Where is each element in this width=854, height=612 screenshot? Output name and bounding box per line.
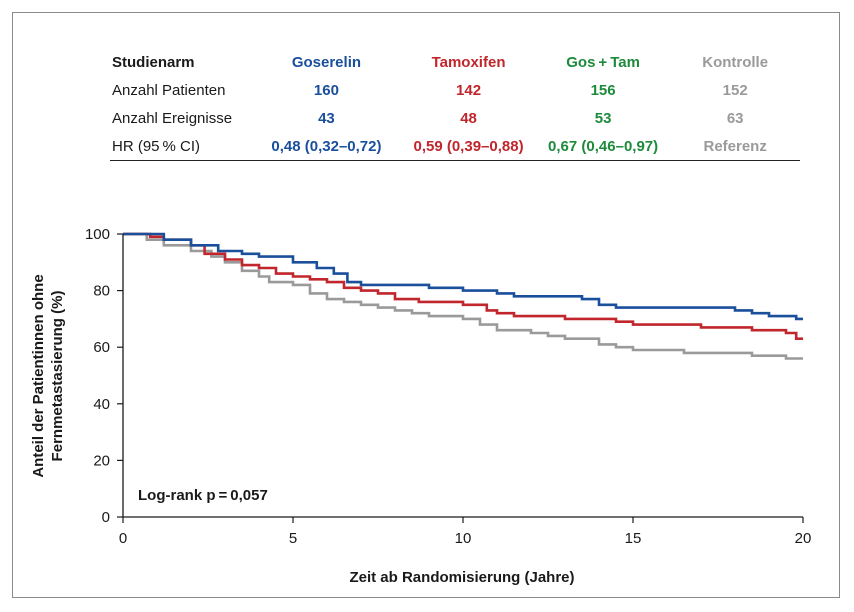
- y-axis-label-line2: Fernmetastasierung (%): [49, 291, 66, 462]
- y-axis-label-line1: Anteil der Patientinnen ohne: [30, 274, 47, 477]
- series-line-goserelin: [123, 232, 803, 321]
- table-cell: 48: [460, 109, 477, 127]
- table-cell: 43: [318, 109, 335, 127]
- x-tick-label: 10: [455, 530, 472, 547]
- figure-frame: [12, 12, 840, 598]
- row-label: HR (95 % CI): [110, 132, 252, 161]
- x-tick-label: 0: [119, 530, 127, 547]
- header-gos-tam: Gos + Tam: [566, 53, 640, 71]
- table-cell: 156: [590, 81, 616, 99]
- series-line-kontrolle: [123, 232, 803, 360]
- header-kontrolle: Kontrolle: [702, 53, 769, 71]
- x-axis-label: Zeit ab Randomisierung (Jahre): [349, 569, 574, 586]
- row-label: Anzahl Ereignisse: [112, 109, 233, 127]
- y-tick-label: 40: [93, 396, 110, 413]
- table-cell: 0,48 (0,32–0,72): [251, 132, 402, 161]
- header-studienarm: Studienarm: [112, 53, 195, 71]
- table-row: Anzahl Ereignisse 43 48 53 63: [110, 104, 800, 132]
- tick-layer: 0 5 10 15 20 0 20 40 60 80 100: [85, 226, 811, 547]
- log-rank-annotation: Log-rank p = 0,057: [138, 487, 268, 504]
- y-tick-label: 80: [93, 283, 110, 300]
- y-tick-label: 0: [102, 509, 110, 526]
- table-row: Anzahl Patienten 160 142 156 152: [110, 76, 800, 104]
- y-tick-label: 60: [93, 339, 110, 356]
- row-label: Anzahl Patienten: [112, 81, 226, 99]
- table-cell: Referenz: [670, 132, 800, 161]
- header-tamoxifen: Tamoxifen: [431, 53, 506, 71]
- table-cell: 152: [722, 81, 748, 99]
- table-cell: 142: [456, 81, 482, 99]
- table-cell: 0,67 (0,46–0,97): [535, 132, 671, 161]
- table-cell: 63: [726, 109, 744, 127]
- series-line-tamoxifen: [123, 232, 803, 340]
- y-tick-label: 20: [93, 452, 110, 469]
- study-arm-table: Studienarm Goserelin Tamoxifen Gos + Tam…: [110, 48, 800, 161]
- table-row: HR (95 % CI) 0,48 (0,32–0,72) 0,59 (0,39…: [110, 132, 800, 161]
- y-tick-label: 100: [85, 226, 110, 243]
- table-cell: 53: [594, 109, 612, 127]
- x-tick-label: 20: [795, 530, 812, 547]
- x-tick-label: 5: [289, 530, 297, 547]
- table-cell: 0,59 (0,39–0,88): [401, 132, 536, 161]
- table-cell: 160: [313, 81, 339, 99]
- x-tick-label: 15: [625, 530, 642, 547]
- series-layer: [123, 232, 803, 360]
- header-goserelin: Goserelin: [291, 53, 362, 71]
- table-header-row: Studienarm Goserelin Tamoxifen Gos + Tam…: [110, 48, 800, 76]
